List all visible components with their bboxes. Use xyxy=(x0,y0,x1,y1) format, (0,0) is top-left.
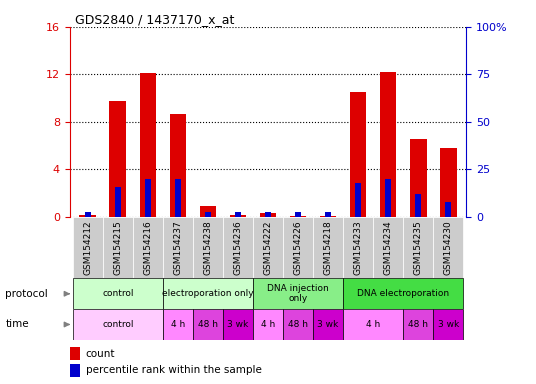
Bar xyxy=(343,309,403,340)
Bar xyxy=(145,179,151,217)
Bar xyxy=(163,217,193,278)
Bar xyxy=(385,179,391,217)
Bar xyxy=(230,215,246,217)
Bar xyxy=(223,217,253,278)
Bar xyxy=(73,309,163,340)
Bar xyxy=(199,206,216,217)
Text: DNA electroporation: DNA electroporation xyxy=(357,289,449,298)
Bar xyxy=(313,217,343,278)
Text: GSM154237: GSM154237 xyxy=(173,220,182,275)
Bar xyxy=(133,217,163,278)
Bar xyxy=(295,212,301,217)
Bar xyxy=(223,309,253,340)
Bar xyxy=(85,212,91,217)
Bar xyxy=(433,217,463,278)
Bar xyxy=(373,217,403,278)
Text: 48 h: 48 h xyxy=(198,320,218,329)
Text: time: time xyxy=(5,319,29,329)
Bar xyxy=(253,309,283,340)
Bar xyxy=(205,212,211,217)
Text: protocol: protocol xyxy=(5,289,48,299)
Text: GSM154238: GSM154238 xyxy=(203,220,212,275)
Text: DNA injection
only: DNA injection only xyxy=(267,284,329,303)
Bar xyxy=(70,347,79,360)
Bar xyxy=(433,309,463,340)
Bar xyxy=(355,183,361,217)
Text: GSM154230: GSM154230 xyxy=(444,220,453,275)
Bar xyxy=(325,212,331,217)
Text: count: count xyxy=(86,349,115,359)
Text: 3 wk: 3 wk xyxy=(438,320,459,329)
Text: 48 h: 48 h xyxy=(288,320,308,329)
Text: GSM154216: GSM154216 xyxy=(143,220,152,275)
Bar xyxy=(193,309,223,340)
Text: 4 h: 4 h xyxy=(261,320,275,329)
Bar xyxy=(163,278,253,309)
Bar xyxy=(440,148,457,217)
Bar xyxy=(139,73,156,217)
Text: GSM154233: GSM154233 xyxy=(354,220,363,275)
Text: 3 wk: 3 wk xyxy=(317,320,339,329)
Bar xyxy=(175,179,181,217)
Bar xyxy=(343,278,463,309)
Bar xyxy=(163,309,193,340)
Text: GSM154236: GSM154236 xyxy=(234,220,242,275)
Text: control: control xyxy=(102,320,133,329)
Bar xyxy=(70,364,79,376)
Bar xyxy=(115,187,121,217)
Text: GSM154234: GSM154234 xyxy=(384,220,393,275)
Bar xyxy=(253,217,283,278)
Text: 3 wk: 3 wk xyxy=(227,320,249,329)
Bar xyxy=(445,202,451,217)
Bar xyxy=(320,216,337,217)
Bar xyxy=(415,194,421,217)
Text: 48 h: 48 h xyxy=(408,320,428,329)
Bar xyxy=(109,101,126,217)
Text: GSM154212: GSM154212 xyxy=(83,220,92,275)
Bar xyxy=(235,212,241,217)
Bar xyxy=(79,215,96,217)
Bar xyxy=(253,278,343,309)
Bar xyxy=(350,92,367,217)
Text: GSM154218: GSM154218 xyxy=(324,220,333,275)
Bar xyxy=(260,214,276,217)
Bar xyxy=(313,309,343,340)
Bar xyxy=(103,217,133,278)
Bar xyxy=(73,217,103,278)
Bar xyxy=(283,217,313,278)
Bar xyxy=(265,212,271,217)
Text: percentile rank within the sample: percentile rank within the sample xyxy=(86,365,262,375)
Bar xyxy=(290,216,306,217)
Bar xyxy=(283,309,313,340)
Bar xyxy=(380,72,397,217)
Text: 4 h: 4 h xyxy=(366,320,381,329)
Text: electroporation only: electroporation only xyxy=(162,289,254,298)
Bar xyxy=(73,278,163,309)
Bar xyxy=(403,309,433,340)
Bar xyxy=(403,217,433,278)
Bar xyxy=(169,114,186,217)
Text: GSM154235: GSM154235 xyxy=(414,220,423,275)
Text: control: control xyxy=(102,289,133,298)
Text: GSM154222: GSM154222 xyxy=(264,220,272,275)
Bar xyxy=(410,139,427,217)
Bar xyxy=(343,217,373,278)
Bar xyxy=(193,217,223,278)
Text: GSM154226: GSM154226 xyxy=(294,220,302,275)
Text: GDS2840 / 1437170_x_at: GDS2840 / 1437170_x_at xyxy=(75,13,234,26)
Text: GSM154215: GSM154215 xyxy=(113,220,122,275)
Text: 4 h: 4 h xyxy=(171,320,185,329)
